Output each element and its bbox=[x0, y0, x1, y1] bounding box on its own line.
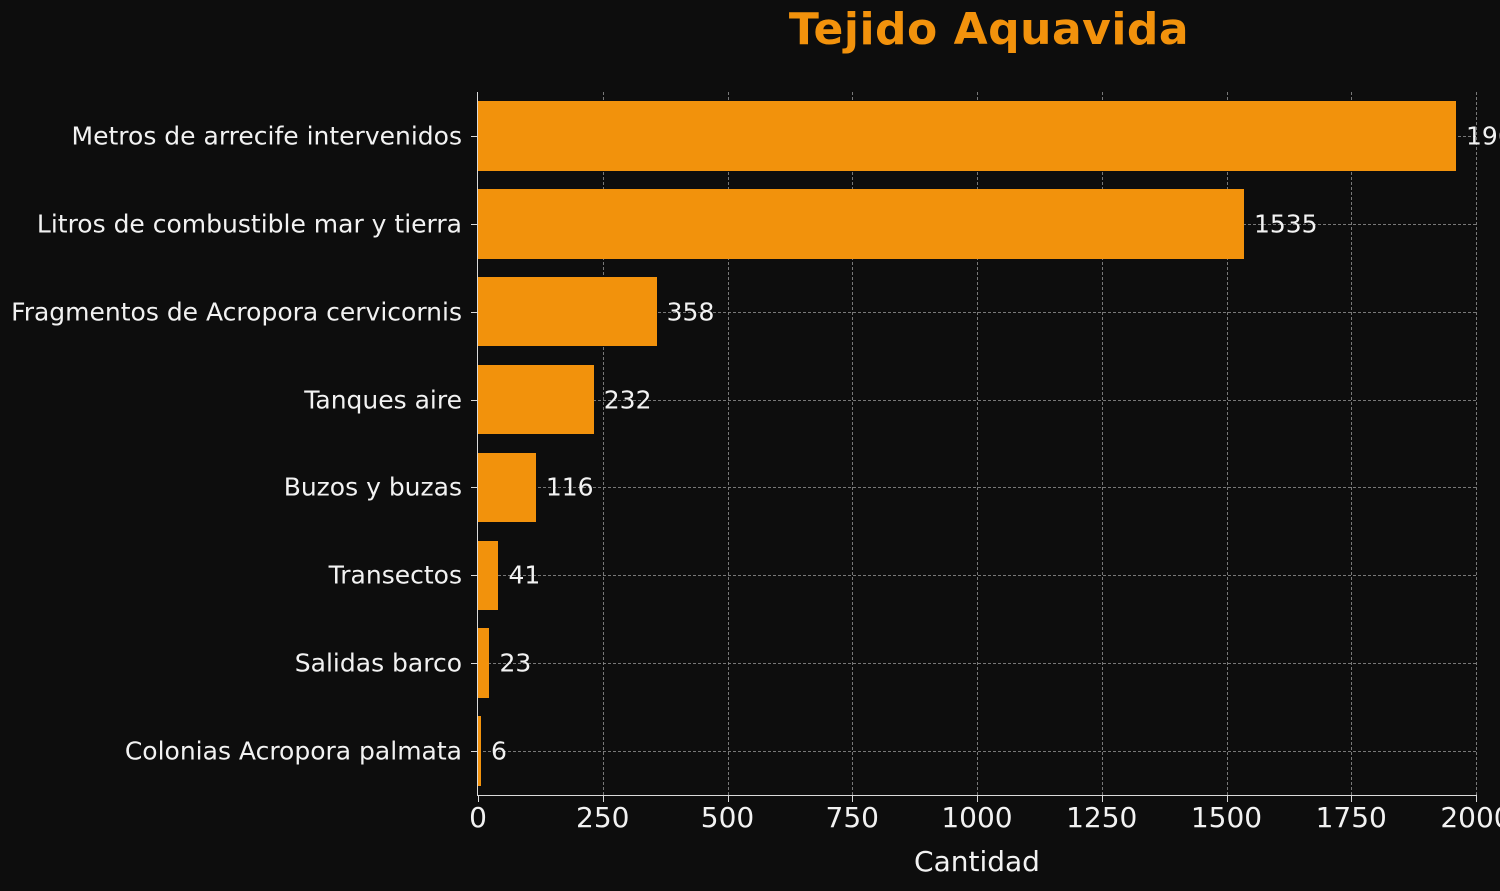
y-tick-label: Salidas barco bbox=[294, 648, 462, 678]
y-gridline bbox=[478, 751, 1476, 753]
bar-value-label: 1960 bbox=[1466, 121, 1500, 151]
bar-value-label: 41 bbox=[508, 560, 541, 590]
bar bbox=[478, 276, 657, 347]
y-tick-mark bbox=[471, 135, 478, 137]
y-tick-label: Buzos y buzas bbox=[283, 472, 462, 502]
y-tick-label: Colonias Acropora palmata bbox=[124, 736, 462, 766]
bar bbox=[478, 628, 490, 698]
x-axis-title: Cantidad bbox=[914, 845, 1040, 878]
y-tick-mark bbox=[471, 751, 478, 753]
y-tick-label: Tanques aire bbox=[304, 385, 462, 415]
x-gridline bbox=[1476, 92, 1477, 795]
x-tick-mark bbox=[977, 795, 978, 802]
y-gridline bbox=[478, 663, 1476, 665]
x-gridline bbox=[602, 92, 604, 795]
y-tick-mark bbox=[471, 575, 478, 577]
x-tick-mark bbox=[727, 795, 729, 802]
x-tick-mark bbox=[602, 795, 604, 802]
x-tick-mark bbox=[1101, 795, 1103, 802]
x-tick-label: 250 bbox=[576, 801, 630, 834]
bar bbox=[478, 101, 1457, 171]
x-gridline bbox=[1226, 92, 1228, 795]
bar bbox=[478, 452, 536, 523]
x-gridline bbox=[852, 92, 854, 795]
bar-value-label: 1535 bbox=[1253, 209, 1318, 239]
x-tick-label: 750 bbox=[825, 801, 879, 834]
bar-value-label: 6 bbox=[490, 736, 507, 766]
x-tick-label: 2000 bbox=[1440, 801, 1500, 834]
chart-title: Tejido Aquavida bbox=[788, 4, 1190, 55]
x-tick-mark bbox=[852, 795, 854, 802]
bar-value-label: 358 bbox=[666, 297, 715, 327]
bar-value-label: 232 bbox=[603, 385, 652, 415]
bar bbox=[478, 189, 1244, 259]
bar bbox=[478, 540, 499, 610]
x-tick-label: 500 bbox=[700, 801, 755, 834]
y-tick-label: Litros de combustible mar y tierra bbox=[36, 209, 462, 239]
bar-value-label: 116 bbox=[545, 472, 594, 502]
plot-area: 0 250 500 750 1000 1250 1500 1750 2000 1960 1535 35… bbox=[469, 92, 1500, 832]
y-tick-mark bbox=[471, 311, 478, 313]
y-tick-label: Fragmentos de Acropora cervicornis bbox=[11, 297, 462, 327]
x-tick-label: 1750 bbox=[1315, 801, 1387, 834]
x-tick-label: 1250 bbox=[1066, 801, 1138, 834]
x-tick-mark bbox=[1226, 795, 1228, 802]
y-gridline bbox=[478, 575, 1476, 577]
x-gridline bbox=[1351, 92, 1353, 795]
y-tick-label: Metros de arrecife intervenidos bbox=[71, 121, 462, 151]
y-gridline bbox=[478, 487, 1476, 489]
x-tick-mark bbox=[1476, 795, 1477, 802]
bar bbox=[478, 716, 481, 786]
x-tick-mark bbox=[478, 795, 479, 802]
x-tick-label: 1000 bbox=[941, 801, 1013, 834]
y-gridline bbox=[478, 311, 1476, 313]
x-gridline bbox=[727, 92, 729, 795]
x-tick-label: 1500 bbox=[1190, 801, 1263, 834]
y-tick-mark bbox=[471, 223, 478, 225]
x-tick-mark bbox=[1351, 795, 1353, 802]
y-tick-mark bbox=[471, 399, 478, 401]
y-axis-labels: Metros de arrecife intervenidos Litros de… bbox=[0, 92, 470, 795]
y-tick-label: Transectos bbox=[328, 560, 462, 590]
x-gridline bbox=[977, 92, 978, 795]
y-gridline bbox=[478, 399, 1476, 401]
y-tick-mark bbox=[471, 487, 478, 489]
bar bbox=[478, 364, 594, 435]
bar-value-label: 23 bbox=[499, 648, 532, 678]
x-tick-label: 0 bbox=[469, 801, 487, 834]
y-tick-mark bbox=[471, 663, 478, 665]
x-gridline bbox=[1101, 92, 1103, 795]
